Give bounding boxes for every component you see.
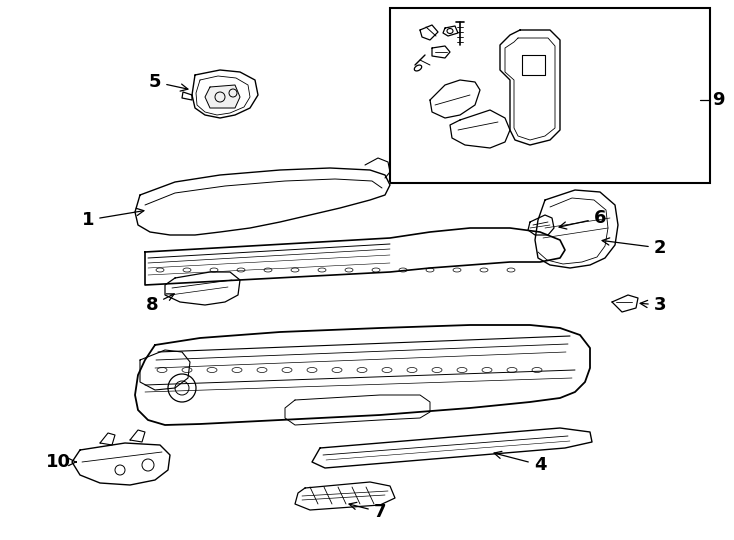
- Polygon shape: [130, 430, 145, 442]
- Text: 6: 6: [559, 209, 606, 229]
- Text: 1: 1: [81, 208, 144, 229]
- Polygon shape: [443, 26, 458, 36]
- Polygon shape: [135, 168, 390, 235]
- Polygon shape: [612, 295, 638, 312]
- Polygon shape: [72, 443, 170, 485]
- Polygon shape: [312, 428, 592, 468]
- Text: 8: 8: [145, 294, 174, 314]
- Polygon shape: [432, 46, 450, 58]
- Polygon shape: [535, 190, 618, 268]
- Polygon shape: [500, 30, 560, 145]
- Polygon shape: [182, 92, 192, 100]
- Polygon shape: [295, 482, 395, 510]
- Text: 9: 9: [712, 91, 724, 109]
- Polygon shape: [192, 70, 258, 118]
- Polygon shape: [165, 272, 240, 305]
- Text: 7: 7: [349, 502, 386, 521]
- Polygon shape: [430, 80, 480, 118]
- Text: 4: 4: [494, 451, 546, 474]
- Polygon shape: [528, 215, 554, 235]
- Text: 2: 2: [602, 238, 666, 257]
- Polygon shape: [135, 325, 590, 425]
- Polygon shape: [420, 25, 438, 40]
- Bar: [390, 8, 710, 183]
- Polygon shape: [145, 228, 565, 285]
- Polygon shape: [205, 85, 240, 108]
- Text: 5: 5: [149, 73, 188, 91]
- Polygon shape: [140, 350, 190, 390]
- Polygon shape: [450, 110, 510, 148]
- Polygon shape: [100, 433, 115, 445]
- Text: 3: 3: [640, 296, 666, 314]
- Text: 10: 10: [46, 453, 76, 471]
- Polygon shape: [285, 395, 430, 425]
